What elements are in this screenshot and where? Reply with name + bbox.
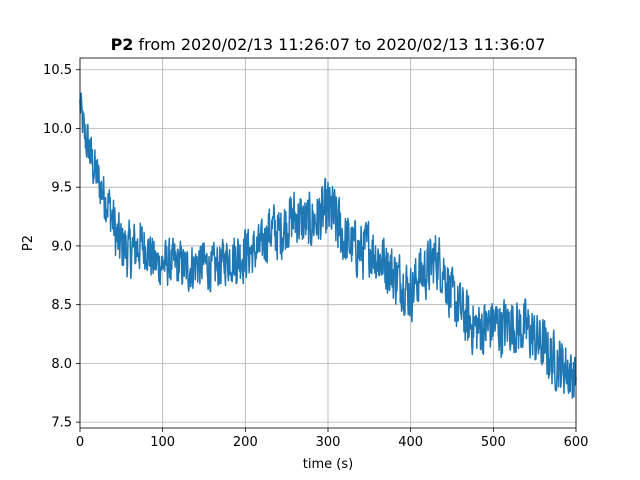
x-tick-label: 200 — [233, 435, 258, 450]
grid — [79, 58, 577, 428]
y-tick-label: 9.0 — [51, 239, 72, 254]
axis-ticks: 0 100 200 300 400 500 600 7.5 8.0 8.5 9.0 9.5 10.0 10… — [43, 63, 588, 450]
y-tick-label: 7.5 — [51, 416, 72, 431]
y-tick-label: 9.5 — [51, 181, 72, 196]
y-tick-label: 10.5 — [43, 63, 72, 78]
x-axis-label: time (s) — [303, 457, 353, 472]
plot-area — [79, 92, 577, 399]
y-tick-label: 8.0 — [51, 357, 72, 372]
series-line — [79, 92, 577, 399]
x-tick-label: 500 — [481, 435, 506, 450]
x-tick-label: 400 — [398, 435, 423, 450]
x-tick-label: 300 — [316, 435, 341, 450]
y-axis-label: P2 — [21, 235, 36, 251]
chart-title-rest: from 2020/02/13 11:26:07 to 2020/02/13 1… — [133, 35, 545, 54]
chart-title: P2 from 2020/02/13 11:26:07 to 2020/02/1… — [111, 35, 546, 54]
y-tick-label: 10.0 — [43, 122, 72, 137]
y-tick-label: 8.5 — [51, 298, 72, 313]
x-tick-label: 600 — [564, 435, 589, 450]
x-tick-label: 0 — [76, 435, 84, 450]
x-tick-label: 100 — [150, 435, 175, 450]
chart-title-bold: P2 — [111, 35, 134, 54]
